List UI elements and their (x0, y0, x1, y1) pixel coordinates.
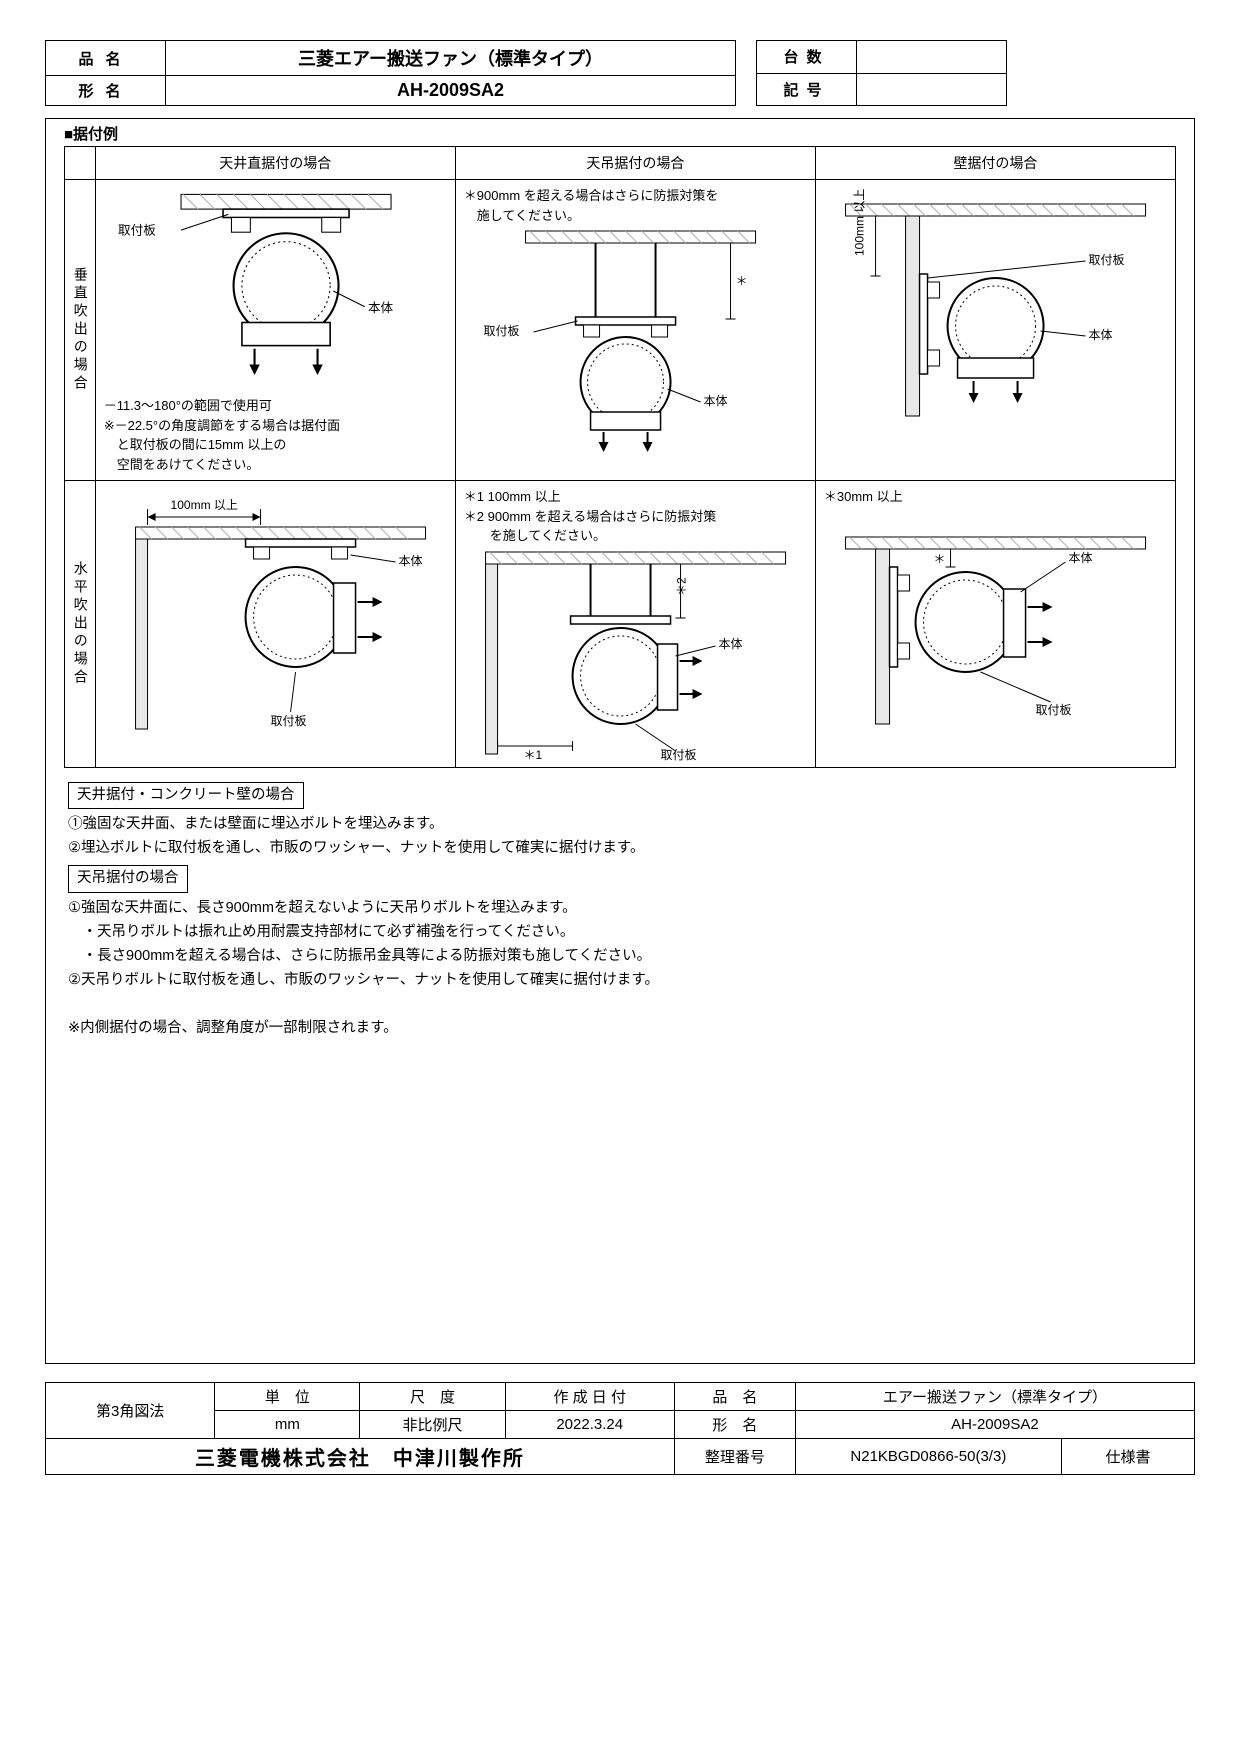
diagram-r2c2: ＊2 ＊1 本体 取付板 (464, 546, 807, 761)
instr-l1: ①強固な天井面、または壁面に埋込ボルトを埋込みます。 (68, 816, 444, 832)
svg-text:取付板: 取付板 (483, 324, 519, 338)
cell-r2c2: ＊1 100mm 以上 ＊2 900mm を超える場合はさらに防振対策 を施して… (455, 481, 815, 768)
doctype: 仕様書 (1061, 1438, 1194, 1474)
cell-r1c3: 100mm 以上 取付板 本体 (815, 180, 1175, 481)
scale-label: 尺 度 (360, 1382, 505, 1410)
svg-text:＊: ＊ (735, 274, 747, 288)
qty-label: 台数 (757, 41, 857, 74)
projection: 第3角図法 (46, 1382, 215, 1438)
svg-text:本体: 本体 (398, 554, 422, 568)
date-value: 2022.3.24 (505, 1410, 674, 1438)
instructions: 天井据付・コンクリート壁の場合 ①強固な天井面、または壁面に埋込ボルトを埋込みま… (46, 768, 1194, 1051)
svg-text:取付板: 取付板 (270, 714, 306, 728)
unit-label: 単 位 (215, 1382, 360, 1410)
product-name: 三菱エアー搬送ファン（標準タイプ） (166, 41, 736, 76)
unit-value: mm (215, 1410, 360, 1438)
svg-text:＊1: ＊1 (523, 748, 542, 761)
svg-text:100mm 以上: 100mm 以上 (852, 189, 866, 256)
date-label: 作 成 日 付 (505, 1382, 674, 1410)
svg-text:取付板: 取付板 (1035, 703, 1071, 717)
col-ceiling-direct: 天井直据付の場合 (95, 147, 455, 180)
header-left-table: 品名 三菱エアー搬送ファン（標準タイプ） 形名 AH-2009SA2 (45, 40, 736, 106)
model-label: 形名 (46, 76, 166, 106)
cell-r1c2: ＊900mm を超える場合はさらに防振対策を 施してください。 ＊ (455, 180, 815, 481)
col-wall: 壁据付の場合 (815, 147, 1175, 180)
model-name: AH-2009SA2 (166, 76, 736, 106)
svg-text:本体: 本体 (718, 637, 742, 651)
row-horizontal: 水平吹出の場合 (65, 481, 96, 768)
scale-value: 非比例尺 (360, 1410, 505, 1438)
note-r2c3: ＊30mm 以上 (824, 487, 1167, 507)
cell-r2c3: ＊30mm 以上 ＊ (815, 481, 1175, 768)
svg-text:取付板: 取付板 (660, 748, 696, 761)
instr-l7: ※内側据付の場合、調整角度が一部制限されます。 (68, 1020, 398, 1036)
header-row: 品名 三菱エアー搬送ファン（標準タイプ） 形名 AH-2009SA2 台数 記号 (45, 40, 1195, 106)
product-label: 品名 (46, 41, 166, 76)
qty-value (857, 41, 1007, 74)
header-right-table: 台数 記号 (756, 40, 1007, 106)
svg-text:本体: 本体 (1068, 551, 1092, 565)
diagram-r1c3: 100mm 以上 取付板 本体 (824, 186, 1167, 426)
docno-value: N21KBGD0866-50(3/3) (795, 1438, 1061, 1474)
instr-l5: ・長さ900mmを超える場合は、さらに防振吊金具等による防振対策も施してください… (68, 948, 651, 964)
title-block: 第3角図法 単 位 尺 度 作 成 日 付 品 名 エアー搬送ファン（標準タイプ… (45, 1382, 1195, 1475)
svg-text:取付板: 取付板 (118, 223, 156, 237)
svg-text:＊: ＊ (933, 552, 945, 566)
instr-l3: ①強固な天井面に、長さ900mmを超えないように天吊りボルトを埋込みます。 (68, 900, 577, 916)
note-r1c2: ＊900mm を超える場合はさらに防振対策を 施してください。 (464, 186, 807, 225)
instruction-box-2: 天吊据付の場合 (68, 865, 188, 893)
svg-text:本体: 本体 (368, 301, 394, 315)
diagram-r1c1: 取付板 本体 (104, 186, 447, 396)
mn-value: AH-2009SA2 (795, 1410, 1194, 1438)
company: 三菱電機株式会社 中津川製作所 (46, 1438, 675, 1474)
svg-text:本体: 本体 (703, 394, 727, 408)
sym-value (857, 73, 1007, 106)
diagram-r2c1: 100mm 以上 本体 取付板 (104, 487, 447, 737)
note-r1c1: －11.3～180°の範囲で使用可 ※－22.5°の角度調節をする場合は据付面 … (104, 396, 447, 474)
instr-l4: ・天吊りボルトは振れ止め用耐震支持部材にて必ず補強を行ってください。 (68, 924, 574, 940)
sym-label: 記号 (757, 73, 857, 106)
cell-r1c1: 取付板 本体 －11.3～180°の範囲で使用可 ※－22.5°の角度調節をする… (95, 180, 455, 481)
section-title: ■据付例 (46, 119, 1194, 146)
diagram-r2c3: ＊ 本体 取付板 (824, 507, 1167, 732)
instruction-box-1: 天井据付・コンクリート壁の場合 (68, 782, 304, 810)
pn-label: 品 名 (674, 1382, 795, 1410)
diagram-r1c2: ＊ 取付板 本体 (464, 227, 807, 457)
cell-r2c1: 100mm 以上 本体 取付板 (95, 481, 455, 768)
pn-value: エアー搬送ファン（標準タイプ） (795, 1382, 1194, 1410)
svg-text:本体: 本体 (1088, 328, 1112, 342)
instr-l6: ②天吊りボルトに取付板を通し、市販のワッシャー、ナットを使用して確実に据付けます… (68, 972, 659, 988)
mn-label: 形 名 (674, 1410, 795, 1438)
main-frame: ■据付例 天井直据付の場合 天吊据付の場合 壁据付の場合 垂直吹出の場合 (45, 118, 1195, 1364)
note-r2c2: ＊1 100mm 以上 ＊2 900mm を超える場合はさらに防振対策 を施して… (464, 487, 807, 546)
mounting-table: 天井直据付の場合 天吊据付の場合 壁据付の場合 垂直吹出の場合 (64, 146, 1176, 768)
svg-text:＊2: ＊2 (674, 576, 688, 595)
row-vertical: 垂直吹出の場合 (65, 180, 96, 481)
instr-l2: ②埋込ボルトに取付板を通し、市販のワッシャー、ナットを使用して確実に据付けます。 (68, 840, 644, 856)
col-ceiling-suspend: 天吊据付の場合 (455, 147, 815, 180)
svg-text:100mm 以上: 100mm 以上 (170, 498, 237, 512)
docno-label: 整理番号 (674, 1438, 795, 1474)
svg-text:取付板: 取付板 (1088, 253, 1124, 267)
